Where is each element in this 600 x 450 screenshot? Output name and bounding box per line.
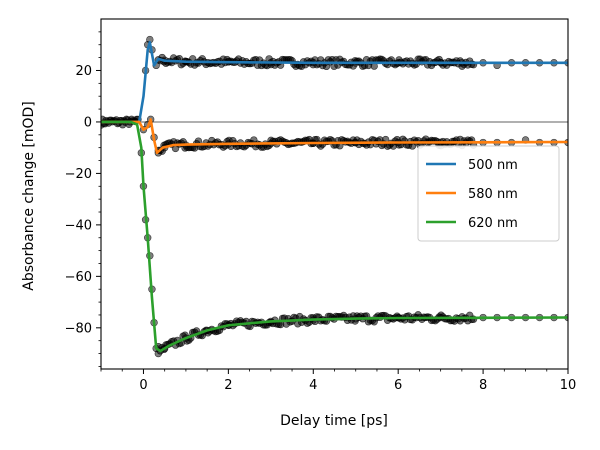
y-tick-label: −60 — [65, 270, 92, 285]
fit-line-580-nm — [101, 118, 568, 155]
x-tick-label: 8 — [479, 378, 487, 393]
y-tick-label: −40 — [65, 218, 92, 233]
x-tick-label: 4 — [309, 378, 317, 393]
series-500-nm — [141, 35, 568, 75]
fit-line-620-nm — [101, 120, 568, 353]
x-tick-label: 0 — [139, 378, 147, 393]
fit-line-500-nm — [101, 40, 568, 124]
legend-label: 620 nm — [468, 216, 518, 231]
x-axis-label: Delay time [ps] — [280, 413, 388, 429]
y-tick-label: 20 — [75, 64, 92, 79]
y-tick-label: 0 — [84, 115, 92, 130]
x-tick-label: 10 — [560, 378, 577, 393]
x-tick-label: 2 — [224, 378, 232, 393]
y-axis-label: Absorbance change [mOD] — [21, 101, 37, 291]
y-tick-label: −20 — [65, 167, 92, 182]
x-tick-label: 6 — [394, 378, 402, 393]
legend-label: 580 nm — [468, 187, 518, 202]
data-layer — [101, 35, 568, 358]
y-tick-label: −80 — [65, 321, 92, 336]
legend-label: 500 nm — [468, 158, 518, 173]
ticks: 0 2 4 6 8 10 −80 −60 −40 −20 0 20 — [65, 31, 577, 393]
legend: 500 nm 580 nm 620 nm — [417, 145, 560, 242]
legend-box — [417, 145, 560, 242]
